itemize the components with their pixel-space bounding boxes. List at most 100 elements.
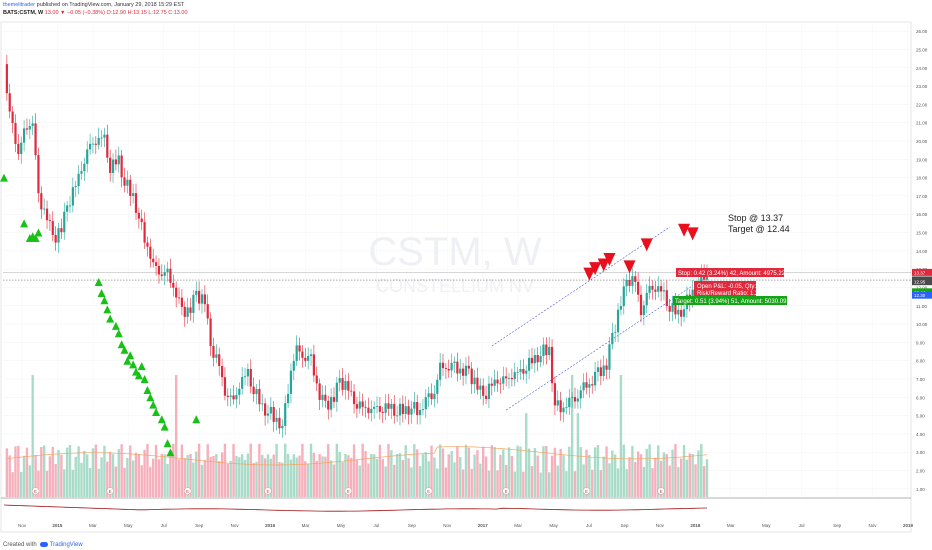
- candle-body: [309, 354, 313, 356]
- candle-body: [54, 234, 57, 243]
- candle-body: [183, 306, 186, 317]
- candle-body: [493, 379, 496, 386]
- pnl-label[interactable]: Open P&L: -0.05, Qty: 59 Risk/Reward Rat…: [694, 281, 765, 298]
- candle-body: [559, 400, 562, 413]
- candle-body: [37, 155, 40, 194]
- volume-bar: [367, 463, 370, 497]
- buy-signal-icon: [31, 234, 40, 243]
- price-tick-label: 6.00: [916, 395, 925, 400]
- candle-body: [427, 393, 430, 398]
- candle-body: [387, 403, 390, 409]
- candle-body: [68, 205, 72, 207]
- candle-body: [482, 385, 485, 396]
- stop-label[interactable]: Stop: 0.42 (3.24%) 42, Amount: 4975.22: [676, 268, 786, 277]
- candle-body: [568, 397, 571, 408]
- price-tag: [912, 268, 932, 276]
- sell-signal-icon: [640, 238, 653, 252]
- volume-bar: [223, 443, 227, 497]
- volume-bar: [229, 460, 232, 497]
- candle-body: [88, 143, 92, 150]
- price-tag-text: 13.37: [914, 270, 926, 275]
- candle-body: [166, 268, 169, 273]
- volume-bar: [91, 448, 95, 497]
- moving-average: [6, 446, 708, 466]
- candle-body: [109, 157, 112, 173]
- volume-bar: [616, 468, 620, 497]
- volume-bar: [14, 446, 17, 497]
- volume-bar: [464, 444, 468, 497]
- buy-signal-icon: [140, 375, 149, 383]
- buy-signal-icon: [103, 305, 112, 314]
- volume-bar: [438, 444, 442, 497]
- earnings-icon-letter: E: [34, 489, 37, 494]
- candle-body: [86, 149, 89, 164]
- candle-body: [180, 297, 184, 307]
- volume-bar: [261, 454, 264, 497]
- volume-bar: [63, 469, 66, 497]
- volume-bar: [306, 463, 310, 497]
- plot-area[interactable]: [0, 21, 912, 533]
- time-tick-label: Jul: [374, 523, 380, 528]
- candle-body: [418, 410, 422, 416]
- buy-signal-icon: [94, 277, 103, 286]
- earnings-icon: [31, 487, 40, 495]
- candle-body: [665, 290, 668, 306]
- candle-body: [355, 404, 359, 409]
- volume-bar: [459, 456, 462, 497]
- candle-body: [599, 367, 602, 377]
- target-label[interactable]: Target: 0.51 (3.94%) 51, Amount: 5030.09: [673, 296, 787, 305]
- target-label-text: Target: 0.51 (3.94%) 51, Amount: 5030.09: [675, 299, 787, 305]
- volume-bar: [329, 460, 333, 497]
- earnings-icon: [264, 487, 272, 495]
- price-tag-text: 12.95: [914, 280, 926, 285]
- volume-bar: [473, 454, 476, 497]
- earnings-icon-letter: E: [585, 489, 588, 494]
- candle-body: [464, 365, 468, 376]
- volume-bar: [83, 450, 86, 497]
- volume-bar: [28, 465, 32, 497]
- volume-bar: [17, 445, 20, 497]
- sell-signal-icon: [589, 262, 602, 276]
- candle-body: [459, 368, 462, 374]
- volume-bar: [240, 454, 244, 497]
- tradingview-brand[interactable]: TradingView: [49, 542, 83, 548]
- volume-bar: [275, 443, 278, 497]
- volume-bar: [183, 458, 186, 497]
- candle-body: [63, 211, 66, 233]
- volume-bar: [421, 454, 425, 497]
- candle-body: [264, 403, 267, 416]
- ohlc-text: 13.00 ▼ −0.05 (−0.38%) O:12.90 H:13.15 L…: [44, 10, 188, 16]
- earnings-icon-letter: E: [109, 489, 112, 494]
- volume-bar: [166, 463, 169, 497]
- volume-bar: [507, 447, 511, 497]
- author-name[interactable]: themelitrader: [3, 2, 36, 8]
- candle-body: [292, 360, 295, 371]
- candle-body: [358, 401, 361, 409]
- volume-bar: [358, 465, 362, 497]
- time-tick-label: Jul: [799, 523, 805, 528]
- stop-label-text: Stop: 0.42 (3.24%) 42, Amount: 4975.22: [678, 271, 786, 277]
- price-tick-label: 5.00: [916, 414, 925, 419]
- candle-body: [169, 268, 172, 283]
- volume-bar: [393, 464, 396, 497]
- candle-body: [126, 179, 129, 186]
- candle-body: [332, 397, 336, 402]
- price-tick-label: 25.00: [916, 47, 928, 52]
- price-tick-label: 7.00: [916, 377, 925, 382]
- volume-bar: [278, 462, 281, 497]
- price-tick-label: 1.00: [916, 487, 925, 492]
- candle-body: [439, 362, 442, 380]
- candle-body: [258, 388, 261, 405]
- volume-bar: [550, 455, 554, 497]
- candle-body: [398, 403, 402, 416]
- watermark-company: CONSTELLIUM NV: [376, 276, 534, 296]
- candle-body: [553, 383, 557, 406]
- volume-bar: [456, 446, 459, 497]
- volume-bar: [361, 443, 364, 497]
- volume-bar: [545, 445, 548, 497]
- candle-body: [249, 368, 252, 387]
- volume-bar: [252, 462, 255, 497]
- volume-bar: [347, 455, 350, 497]
- candle-body: [642, 305, 645, 316]
